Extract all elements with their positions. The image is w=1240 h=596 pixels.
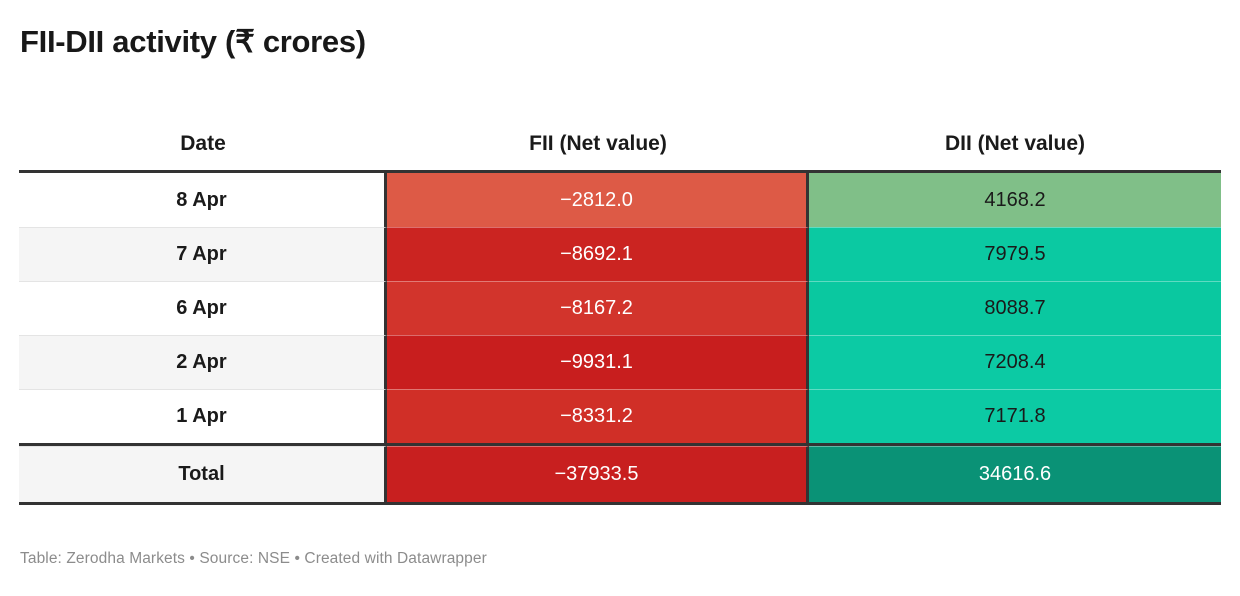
fii-cell: −8331.2 (387, 389, 809, 443)
date-cell: 6 Apr (19, 281, 387, 335)
table-row: 8 Apr −2812.0 4168.2 (19, 173, 1221, 227)
dii-cell: 4168.2 (809, 173, 1221, 227)
table-row: 6 Apr −8167.2 8088.7 (19, 281, 1221, 335)
column-header-fii: FII (Net value) (387, 118, 809, 170)
table-total-row: Total −37933.5 34616.6 (19, 443, 1221, 505)
page-title: FII-DII activity (₹ crores) (20, 24, 366, 59)
dii-cell: 7208.4 (809, 335, 1221, 389)
date-cell: 2 Apr (19, 335, 387, 389)
date-cell: 7 Apr (19, 227, 387, 281)
table-row: 2 Apr −9931.1 7208.4 (19, 335, 1221, 389)
dii-cell: 7979.5 (809, 227, 1221, 281)
dii-cell: 7171.8 (809, 389, 1221, 443)
fii-cell: −37933.5 (387, 446, 809, 502)
date-cell: Total (19, 446, 387, 502)
fii-cell: −2812.0 (387, 173, 809, 227)
table-body: 8 Apr −2812.0 4168.2 7 Apr −8692.1 7979.5 6 Ap… (19, 173, 1221, 505)
dii-cell: 34616.6 (809, 446, 1221, 502)
column-header-date: Date (19, 118, 387, 170)
date-cell: 8 Apr (19, 173, 387, 227)
column-header-dii: DII (Net value) (809, 118, 1221, 170)
datawrapper-table-page: FII-DII activity (₹ crores) Date FII (Ne… (19, 24, 1221, 567)
table-footnote: Table: Zerodha Markets • Source: NSE • C… (20, 550, 487, 567)
dii-cell: 8088.7 (809, 281, 1221, 335)
table-row: 7 Apr −8692.1 7979.5 (19, 227, 1221, 281)
fii-cell: −8167.2 (387, 281, 809, 335)
fii-cell: −8692.1 (387, 227, 809, 281)
fii-cell: −9931.1 (387, 335, 809, 389)
date-cell: 1 Apr (19, 389, 387, 443)
table-row: 1 Apr −8331.2 7171.8 (19, 389, 1221, 443)
table-header-row: Date FII (Net value) DII (Net value) (19, 118, 1221, 173)
fii-dii-table: Date FII (Net value) DII (Net value) 8 A… (19, 118, 1221, 505)
